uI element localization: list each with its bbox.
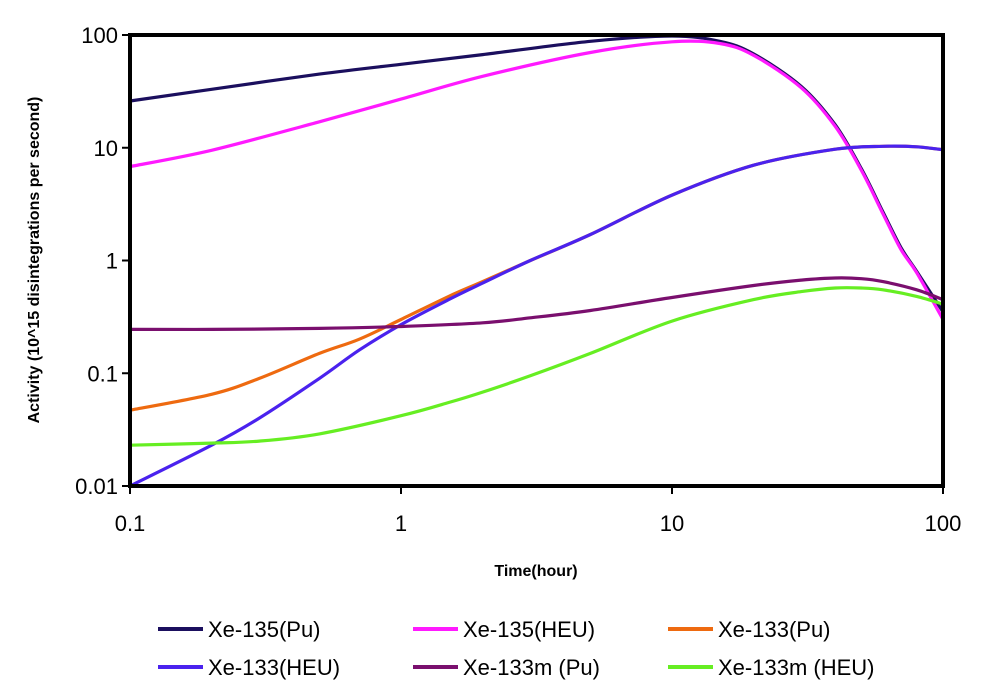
tick-layer: 0.1 1 10 100 100 10 1 0.1 0.01 (75, 23, 961, 536)
y-axis-title: Activity (10^15 disintegrations per seco… (26, 97, 43, 424)
legend-label: Xe-133(HEU) (208, 655, 340, 680)
legend-item: Xe-135(HEU) (413, 617, 595, 642)
legend: Xe-135(Pu) Xe-135(HEU) Xe-133(Pu) Xe-133(HE… (158, 617, 874, 680)
legend-item: Xe-135(Pu) (158, 617, 321, 642)
series-line-6 (128, 286, 945, 447)
series-layer (128, 34, 945, 488)
x-tick-label: 100 (925, 511, 962, 536)
y-tick-label: 0.01 (75, 474, 118, 499)
legend-item: Xe-133m (Pu) (413, 655, 600, 680)
legend-label: Xe-135(Pu) (208, 617, 321, 642)
y-tick-label: 10 (94, 136, 118, 161)
series-line-5 (128, 276, 945, 332)
legend-item: Xe-133(Pu) (668, 617, 831, 642)
y-tick-label: 1 (106, 249, 118, 274)
legend-label: Xe-133(Pu) (718, 617, 831, 642)
legend-label: Xe-135(HEU) (463, 617, 595, 642)
x-tick-label: 0.1 (115, 511, 146, 536)
y-tick-label: 0.1 (87, 361, 118, 386)
series-line-2 (128, 39, 945, 322)
x-tick-label: 10 (660, 511, 684, 536)
legend-item: Xe-133(HEU) (158, 655, 340, 680)
legend-label: Xe-133m (HEU) (718, 655, 874, 680)
series-line-4 (128, 144, 945, 488)
legend-item: Xe-133m (HEU) (668, 655, 874, 680)
x-tick-label: 1 (395, 511, 407, 536)
legend-label: Xe-133m (Pu) (463, 655, 600, 680)
x-axis-title: Time(hour) (494, 563, 577, 580)
y-tick-label: 100 (81, 23, 118, 48)
